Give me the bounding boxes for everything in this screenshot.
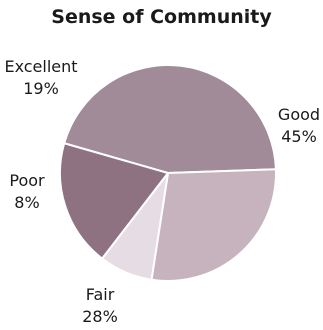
label-poor: Poor 8% — [2, 170, 52, 214]
pie-slice-good — [62, 64, 277, 175]
label-excellent-name: Excellent — [4, 57, 78, 76]
label-good: Good 45% — [269, 104, 323, 148]
label-fair-percent: 28% — [82, 307, 118, 326]
pie-slice-fair — [150, 168, 277, 282]
pie-slice-excellent — [59, 141, 170, 260]
label-good-name: Good — [277, 105, 321, 124]
label-excellent: Excellent 19% — [0, 56, 82, 100]
label-fair: Fair 28% — [75, 284, 125, 328]
chart-title: Sense of Community — [51, 6, 272, 28]
label-excellent-percent: 19% — [23, 79, 59, 98]
label-good-percent: 45% — [281, 127, 317, 146]
label-poor-percent: 8% — [14, 193, 40, 212]
label-fair-name: Fair — [85, 285, 115, 304]
label-poor-name: Poor — [9, 171, 45, 190]
